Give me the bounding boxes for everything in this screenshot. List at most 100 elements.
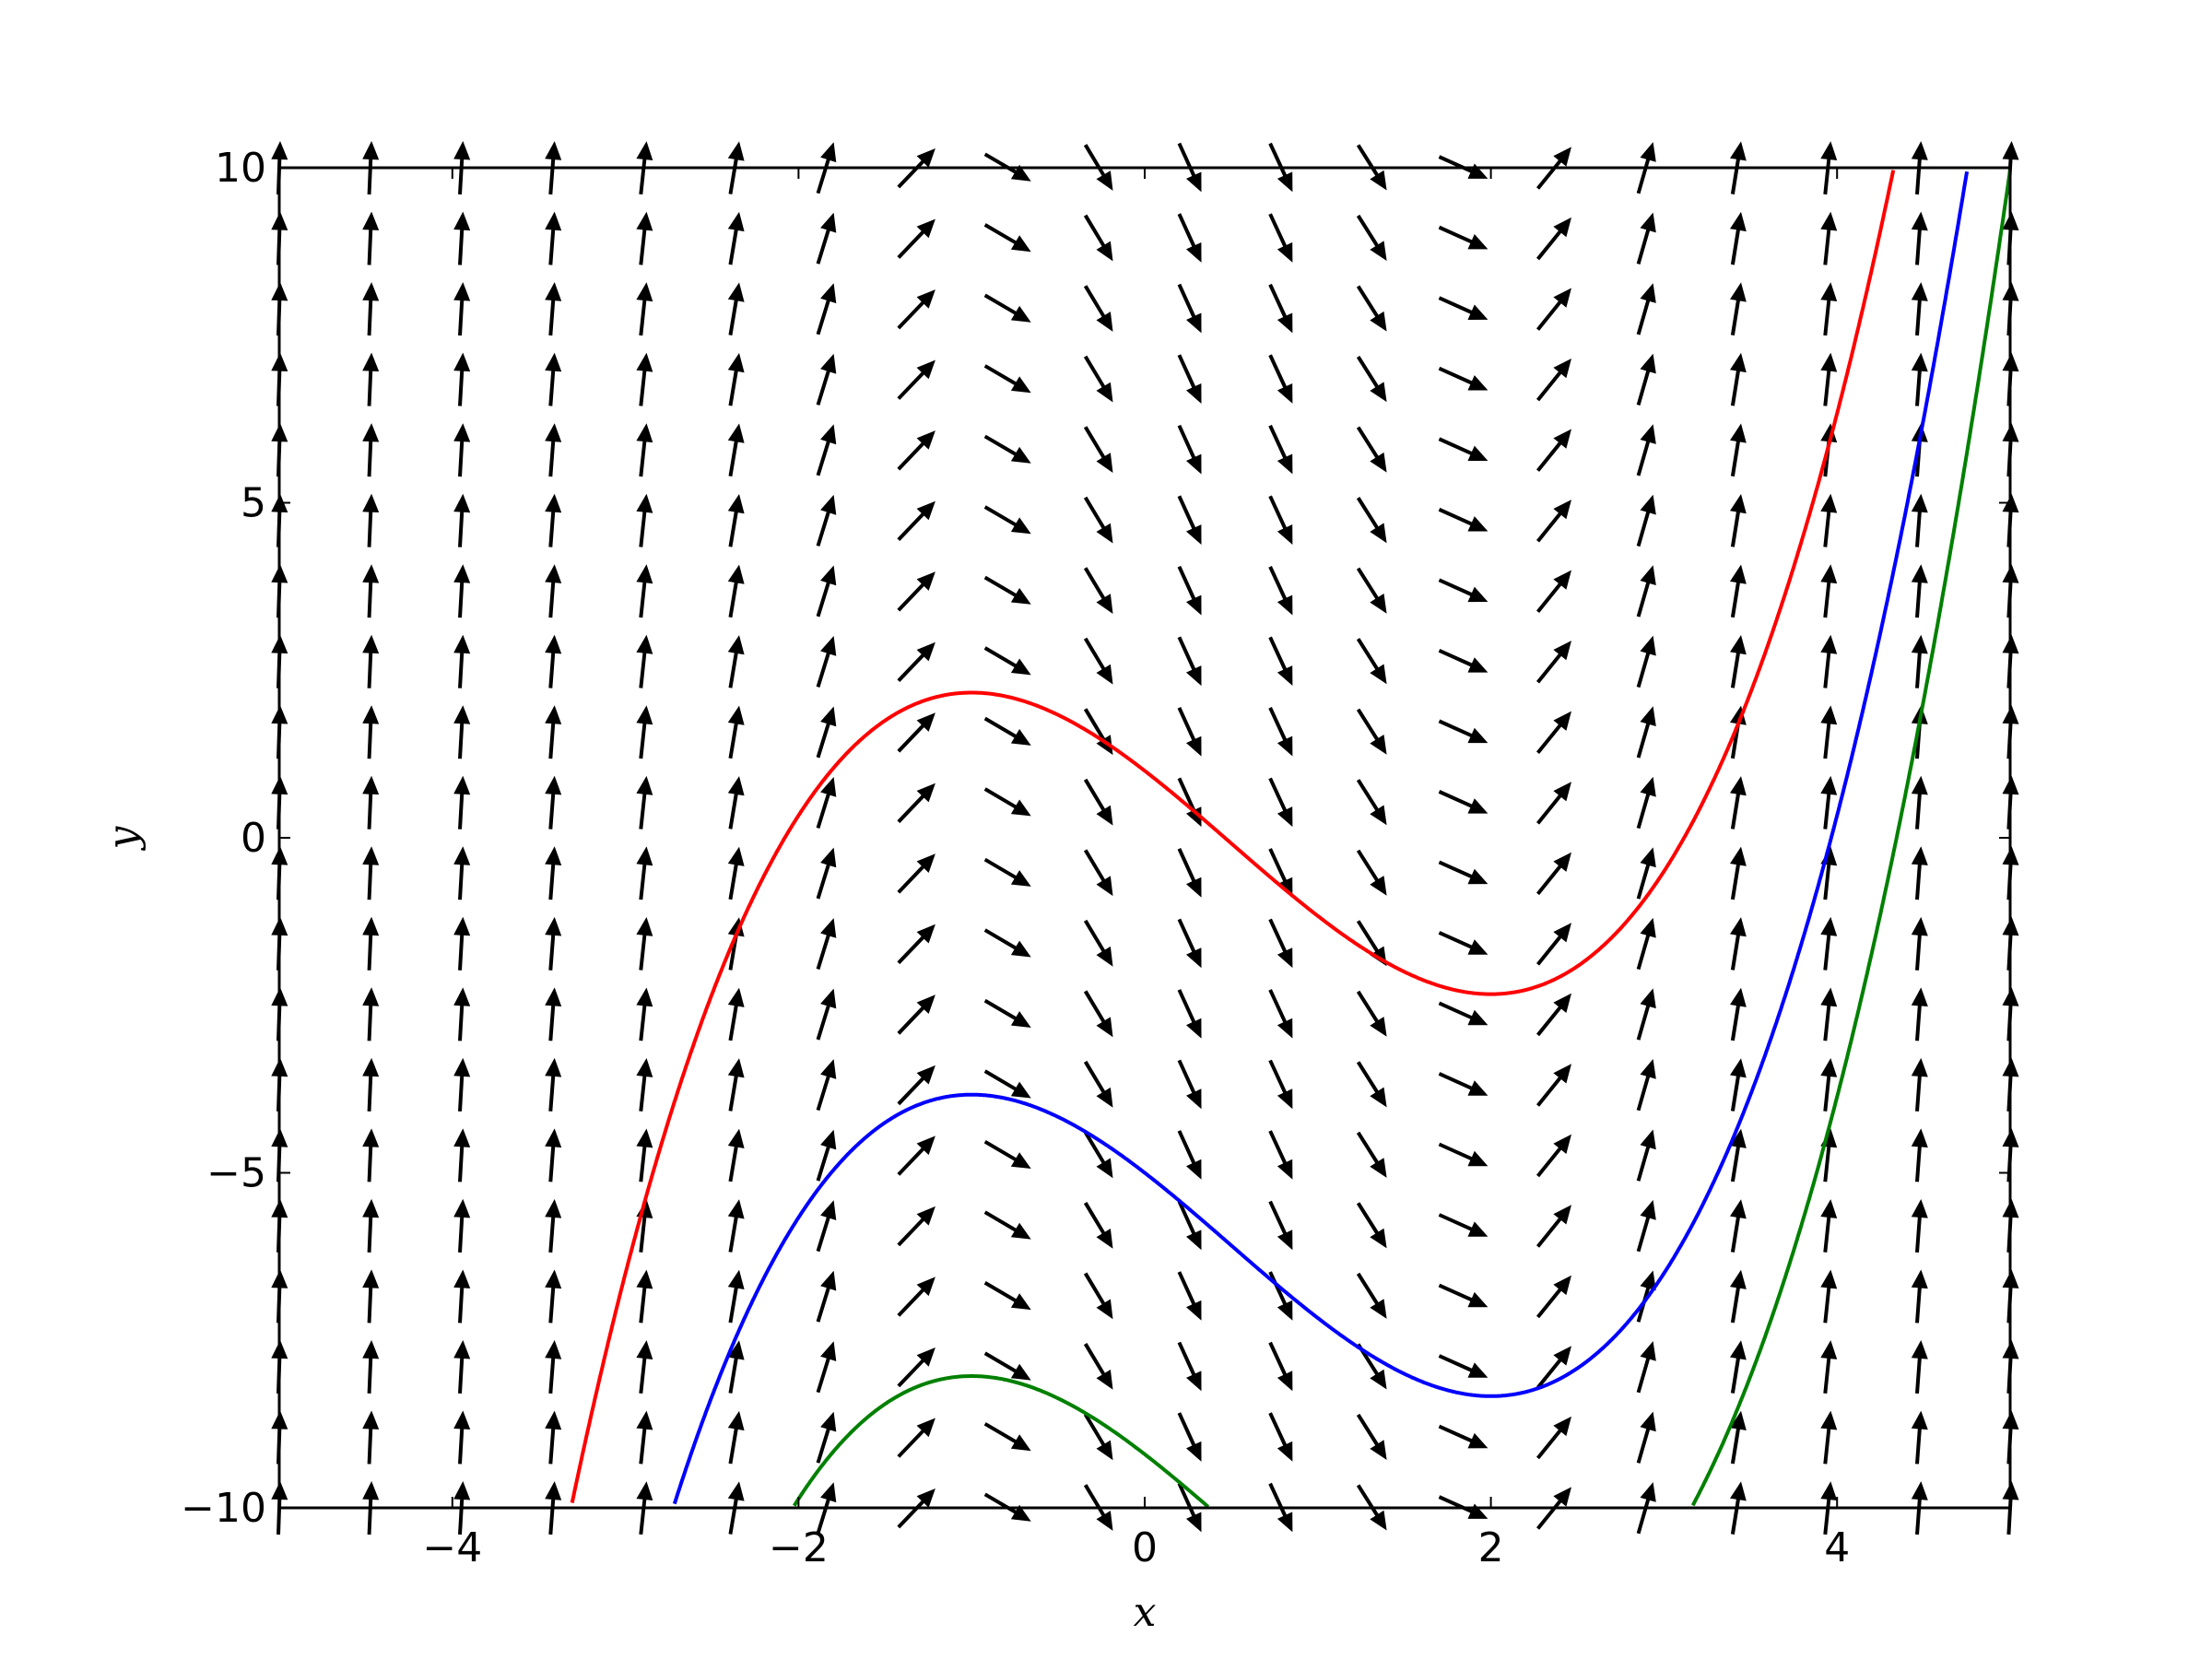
slope-arrow	[816, 1059, 837, 1112]
slope-arrow	[1536, 429, 1571, 472]
slope-arrow	[1911, 282, 1928, 336]
y-axis-label: y	[100, 825, 147, 851]
slope-arrow	[1730, 1058, 1747, 1112]
slope-arrow	[1268, 283, 1293, 334]
slope-arrow	[1730, 494, 1747, 547]
slope-arrow	[1356, 1413, 1387, 1460]
slope-arrow	[1083, 1343, 1113, 1390]
slope-arrow	[816, 706, 837, 759]
slope-arrow	[545, 1410, 562, 1465]
slope-arrow	[897, 1277, 935, 1317]
slope-arrow	[1083, 1202, 1113, 1249]
x-tick-label: −2	[769, 1524, 829, 1571]
slope-arrow	[1911, 987, 1928, 1041]
slope-arrow	[1911, 1199, 1928, 1253]
slope-arrow	[1438, 649, 1488, 673]
slope-arrow	[545, 1269, 562, 1324]
slope-arrow	[816, 918, 837, 971]
slope-arrow	[1177, 1412, 1202, 1462]
slope-arrow	[983, 787, 1031, 817]
slope-arrow	[1730, 1340, 1747, 1394]
slope-arrow	[1177, 283, 1202, 334]
slope-arrow	[362, 987, 380, 1041]
slope-arrow	[816, 988, 837, 1041]
slope-arrow	[1536, 500, 1571, 543]
slope-arrow	[1268, 213, 1293, 263]
slope-arrow	[545, 352, 562, 406]
slope-arrow	[1268, 354, 1293, 404]
slope-arrow	[1268, 1412, 1293, 1462]
x-tick-label: 4	[1824, 1524, 1850, 1571]
slope-arrow	[453, 211, 471, 265]
slope-arrow	[1083, 214, 1113, 262]
slope-arrow	[362, 1128, 380, 1182]
slope-arrow	[983, 364, 1031, 394]
slope-arrow	[1730, 282, 1747, 335]
slope-arrow	[453, 1269, 471, 1324]
y-tick-label: −10	[181, 1485, 266, 1532]
slope-arrow	[362, 352, 380, 406]
slope-arrow	[1177, 1271, 1202, 1321]
slope-arrow	[1911, 352, 1928, 406]
slope-arrow	[1438, 578, 1488, 603]
slope-arrow	[1536, 1416, 1571, 1460]
slope-arrow	[362, 1340, 380, 1394]
slope-arrow	[1536, 570, 1571, 613]
slope-arrow	[1536, 923, 1571, 966]
slope-arrow	[727, 211, 745, 265]
slope-arrow	[1636, 1200, 1656, 1253]
slope-arrow	[897, 782, 935, 824]
slope-arrow	[1268, 918, 1293, 969]
slope-arrow	[545, 282, 562, 336]
slope-arrow	[727, 1199, 745, 1253]
slope-arrow	[1356, 285, 1387, 332]
slope-arrow	[1356, 708, 1387, 755]
slope-arrow	[636, 1058, 653, 1112]
slope-arrow	[1820, 1199, 1838, 1253]
slope-arrow	[1356, 1202, 1387, 1249]
slope-arrow	[1177, 918, 1202, 969]
slope-arrow	[1083, 567, 1113, 614]
slope-arrow	[1636, 565, 1656, 618]
slope-arrow	[1083, 1272, 1113, 1320]
slope-arrow	[1911, 705, 1928, 759]
slope-arrow	[897, 218, 935, 259]
slope-arrow	[1636, 917, 1656, 971]
slope-arrow	[1911, 493, 1928, 547]
slope-arrow	[983, 505, 1031, 535]
slope-arrow	[983, 998, 1031, 1028]
slope-arrow	[1536, 1275, 1571, 1319]
slope-arrow	[1911, 1340, 1928, 1394]
slope-arrow	[1911, 846, 1928, 900]
slope-arrow	[1911, 1057, 1928, 1112]
slope-arrow	[1536, 217, 1571, 261]
slope-arrow	[1438, 1354, 1488, 1378]
slope-arrow	[545, 1199, 562, 1253]
slope-arrow	[897, 571, 935, 612]
slope-arrow	[1177, 424, 1202, 475]
slope-arrow	[1177, 354, 1202, 404]
slope-arrow	[453, 1340, 471, 1394]
slope-arrow	[453, 1410, 471, 1465]
slope-arrow	[727, 564, 745, 618]
slope-arrow	[1820, 1410, 1838, 1465]
slope-arrow	[636, 352, 653, 406]
solution-curves	[570, 170, 2012, 1509]
slope-arrow	[816, 424, 837, 477]
slope-arrow	[636, 211, 653, 265]
slope-arrow	[1356, 779, 1387, 826]
slope-arrow	[1177, 213, 1202, 263]
slope-arrow	[1911, 423, 1928, 477]
y-tick-label: 10	[215, 145, 266, 192]
slope-arrow	[1268, 1130, 1293, 1180]
slope-arrow	[727, 987, 745, 1041]
slope-arrow	[1820, 282, 1838, 336]
slope-arrow	[1268, 424, 1293, 475]
slope-arrow	[1083, 355, 1113, 403]
slope-arrow	[897, 1135, 935, 1176]
slope-arrow	[1268, 707, 1293, 757]
slope-arrow	[1083, 849, 1113, 897]
slope-arrow	[1177, 1059, 1202, 1110]
slope-arrow	[1268, 636, 1293, 686]
slope-arrow	[1536, 852, 1571, 896]
